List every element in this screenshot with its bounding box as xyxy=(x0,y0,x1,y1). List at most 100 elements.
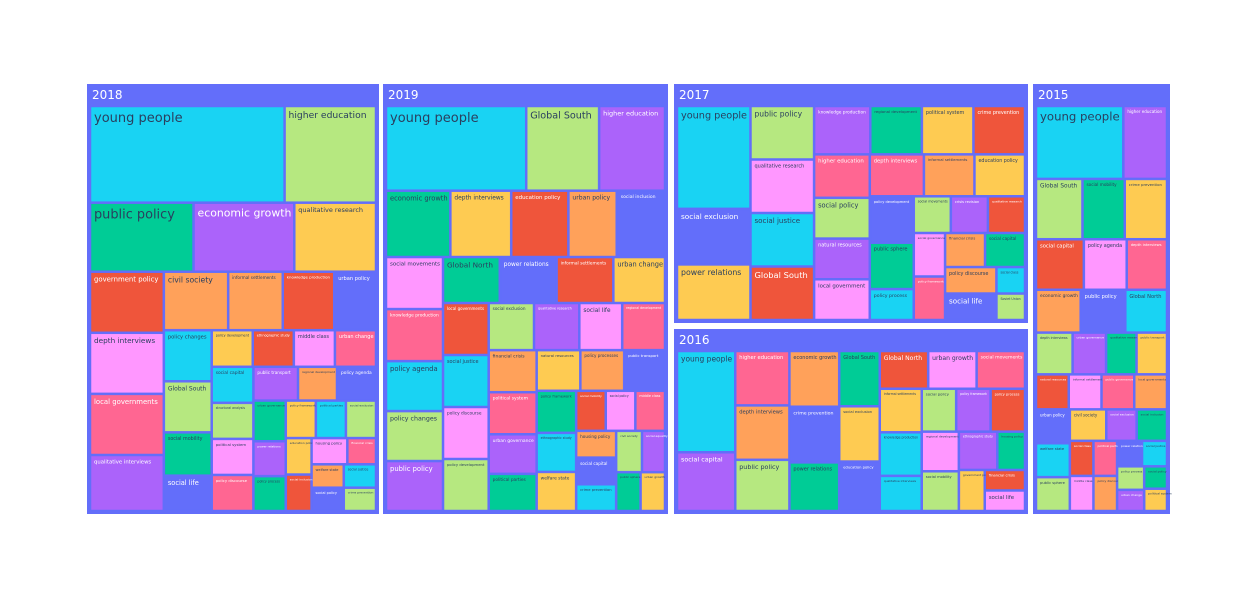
tile[interactable]: middle class xyxy=(294,330,335,367)
tile[interactable]: knowledge production xyxy=(386,309,443,361)
tile-rect[interactable] xyxy=(1106,333,1136,374)
tile-rect[interactable] xyxy=(790,463,839,511)
tile[interactable]: policy processes xyxy=(581,350,624,391)
tile[interactable]: political system xyxy=(1144,489,1172,511)
tile[interactable]: social policy xyxy=(606,391,635,431)
tile-rect[interactable] xyxy=(1036,410,1070,443)
tile[interactable]: depth interviews xyxy=(451,191,511,257)
tile-rect[interactable] xyxy=(1073,333,1106,374)
tile[interactable]: young people xyxy=(677,351,735,452)
tile[interactable]: social justice xyxy=(443,355,488,407)
tile[interactable]: social equality xyxy=(642,431,668,472)
tile-rect[interactable] xyxy=(212,475,253,511)
tile-rect[interactable] xyxy=(974,106,1025,154)
tile-rect[interactable] xyxy=(636,391,665,431)
tile-rect[interactable] xyxy=(386,361,443,411)
tile-rect[interactable] xyxy=(1036,106,1123,179)
tile[interactable]: social movements xyxy=(977,351,1025,389)
tile-rect[interactable] xyxy=(576,431,616,457)
tile[interactable]: social exclusion xyxy=(839,407,880,461)
tile-rect[interactable] xyxy=(870,243,914,289)
tile[interactable]: social mobility xyxy=(164,433,211,475)
tile[interactable]: urban growth xyxy=(641,472,665,511)
tile[interactable]: natural resources xyxy=(537,350,580,391)
tile[interactable]: urban growth xyxy=(928,351,976,389)
tile-rect[interactable] xyxy=(1126,290,1167,332)
tile-rect[interactable] xyxy=(1144,467,1167,488)
tile-rect[interactable] xyxy=(443,257,500,303)
tile[interactable]: qualitative research xyxy=(751,160,814,213)
tile[interactable]: urban policy xyxy=(1036,410,1070,443)
tile-rect[interactable] xyxy=(164,382,211,432)
tile-rect[interactable] xyxy=(576,391,605,431)
tile-rect[interactable] xyxy=(1036,444,1070,477)
tile[interactable]: civil society xyxy=(1070,410,1106,441)
tile[interactable]: economic growth xyxy=(790,351,839,406)
tile-rect[interactable] xyxy=(599,106,665,190)
tile[interactable]: crime prevention xyxy=(1125,179,1167,239)
tile[interactable]: government policy xyxy=(90,272,164,333)
tile[interactable]: higher education xyxy=(814,155,870,198)
tile-rect[interactable] xyxy=(164,272,228,330)
tile[interactable]: natural resources xyxy=(1036,375,1068,409)
tile-rect[interactable] xyxy=(616,431,642,472)
tile[interactable]: social class xyxy=(1070,441,1093,476)
tile[interactable]: social policy xyxy=(312,488,344,511)
tile-rect[interactable] xyxy=(991,389,1025,431)
tile[interactable]: informal settlements xyxy=(924,155,974,196)
tile-rect[interactable] xyxy=(526,106,599,190)
tile[interactable]: financial crisis xyxy=(945,233,985,267)
tile[interactable]: housing policy xyxy=(998,432,1025,470)
tile[interactable]: social justice xyxy=(751,213,814,266)
tile[interactable]: young people xyxy=(386,106,526,190)
tile-rect[interactable] xyxy=(641,472,665,511)
tile-rect[interactable] xyxy=(443,459,488,511)
tile[interactable]: power relations xyxy=(500,257,556,303)
tile[interactable]: welfare state xyxy=(537,472,576,511)
tile[interactable]: social inclusion xyxy=(617,191,665,257)
tile[interactable]: local governments xyxy=(1135,375,1166,409)
tile-rect[interactable] xyxy=(751,160,814,213)
tile-rect[interactable] xyxy=(90,455,164,511)
tile[interactable]: Global South xyxy=(164,382,211,432)
tile-rect[interactable] xyxy=(285,106,376,202)
tile[interactable]: Global South xyxy=(751,267,814,320)
tile-rect[interactable] xyxy=(914,233,945,276)
tile-rect[interactable] xyxy=(956,389,990,431)
tile-rect[interactable] xyxy=(334,272,376,330)
tile[interactable]: social capital xyxy=(985,233,1025,267)
tile[interactable]: public policy xyxy=(386,461,443,511)
tile[interactable]: crisis revision xyxy=(951,197,988,233)
tile-rect[interactable] xyxy=(814,106,870,154)
tile[interactable]: depth interviews xyxy=(90,333,164,394)
tile-rect[interactable] xyxy=(945,294,996,320)
tile[interactable]: young people xyxy=(677,106,750,209)
tile-rect[interactable] xyxy=(164,433,211,475)
tile-rect[interactable] xyxy=(537,433,576,472)
tile-rect[interactable] xyxy=(90,203,193,271)
tile-rect[interactable] xyxy=(1036,239,1084,290)
tile[interactable]: urban change xyxy=(335,330,376,367)
tile-rect[interactable] xyxy=(254,401,286,441)
tile[interactable]: higher education xyxy=(1124,106,1167,179)
tile[interactable]: middle class xyxy=(1070,476,1093,511)
tile-rect[interactable] xyxy=(622,303,665,350)
tile[interactable]: depth interviews xyxy=(735,406,789,460)
tile[interactable]: public transport xyxy=(254,367,298,400)
tile-rect[interactable] xyxy=(344,488,376,511)
tile[interactable]: social inclusion xyxy=(1137,410,1167,441)
tile[interactable]: urban governance xyxy=(254,401,286,441)
tile[interactable]: power relations xyxy=(254,441,286,476)
tile-rect[interactable] xyxy=(951,197,988,233)
tile[interactable]: local governments xyxy=(90,394,164,455)
tile[interactable]: structural analysis xyxy=(212,403,253,439)
tile-rect[interactable] xyxy=(212,330,253,367)
tile[interactable]: public policy xyxy=(735,460,789,511)
tile[interactable]: informal settlements xyxy=(1069,375,1105,409)
tile-rect[interactable] xyxy=(1070,441,1093,476)
tile-rect[interactable] xyxy=(1036,375,1068,409)
tile[interactable]: policy process xyxy=(870,289,914,320)
tile[interactable]: policy development xyxy=(870,197,914,242)
tile-rect[interactable] xyxy=(90,272,164,333)
tile-rect[interactable] xyxy=(880,433,921,476)
